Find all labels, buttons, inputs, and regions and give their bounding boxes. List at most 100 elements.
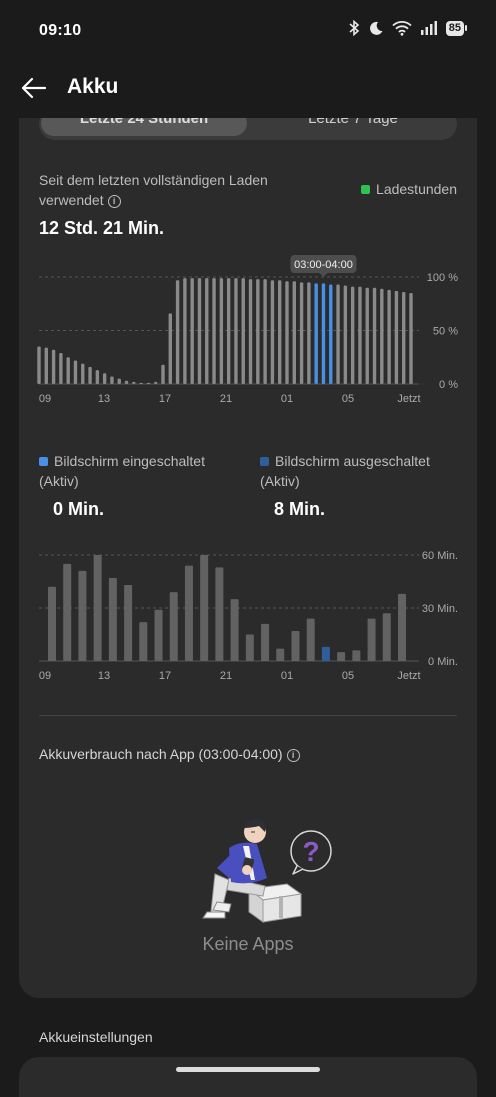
x-tick-label: 05	[342, 670, 354, 682]
screen-time-bar	[169, 592, 178, 661]
battery-bar	[248, 279, 253, 384]
info-icon[interactable]: i	[107, 195, 121, 208]
battery-bar	[146, 382, 151, 384]
battery-bar	[365, 287, 369, 384]
empty-state-illustration: ?	[202, 819, 332, 923]
battery-bar	[132, 381, 136, 384]
screen-time-bar	[306, 618, 315, 661]
battery-level-chart[interactable]: 100 % 50 % 0 % 09 13 17 21 01 05 Jetzt 03:00-04:00	[19, 250, 477, 410]
y-tick-label: 100 %	[427, 272, 458, 284]
home-indicator[interactable]	[176, 1067, 320, 1072]
screen-time-bar	[48, 586, 56, 661]
x-tick-label: 13	[98, 393, 110, 405]
status-time: 09:10	[39, 22, 82, 39]
screen-time-bar	[321, 646, 330, 661]
battery-bar	[278, 280, 282, 384]
battery-bar	[212, 278, 216, 384]
battery-bar	[350, 286, 355, 384]
screen-time-bar	[63, 563, 72, 661]
battery-bar	[51, 349, 56, 384]
battery-bar	[66, 357, 70, 384]
battery-bar	[285, 281, 289, 384]
legend-screen-on-label: Bildschirm eingeschaltet	[39, 451, 249, 471]
x-tick-label: Jetzt	[397, 670, 420, 682]
battery-bar	[205, 278, 209, 384]
y-tick-label: 0 Min.	[428, 656, 458, 668]
screen-time-chart[interactable]: 60 Min. 30 Min. 0 Min. 09 13 17 21 01 05 Jetzt	[19, 546, 477, 686]
divider	[39, 715, 457, 716]
screen-on-value: 0 Min.	[53, 499, 105, 519]
battery-bar	[154, 381, 158, 384]
battery-bar	[110, 376, 114, 384]
battery-bar	[387, 289, 391, 384]
battery-bar	[81, 363, 85, 384]
battery-bar	[219, 278, 224, 384]
battery-settings-card[interactable]	[19, 1057, 477, 1097]
y-tick-label: 30 Min.	[422, 603, 458, 615]
screen-time-bar	[352, 650, 361, 661]
x-tick-label: 09	[39, 670, 51, 682]
battery-bar	[102, 373, 107, 384]
screen-time-bar	[276, 648, 285, 661]
battery-bar	[263, 279, 267, 384]
battery-usage-card: Letzte 24 Stunden Letzte 7 Tage Seit dem…	[19, 118, 477, 998]
x-tick-label: 17	[159, 670, 171, 682]
x-tick-label: Jetzt	[397, 393, 420, 405]
battery-bar	[190, 278, 194, 384]
battery-bar	[336, 284, 340, 384]
legend-screen-on: Bildschirm eingeschaltet (Aktiv)	[39, 451, 249, 491]
battery-bar	[234, 278, 238, 384]
app-usage-title: Akkuverbrauch nach App (03:00-04:00) i	[39, 746, 300, 762]
battery-bar	[168, 313, 172, 384]
bluetooth-icon	[349, 20, 359, 36]
battery-bar	[256, 279, 260, 384]
battery-bar	[241, 278, 245, 384]
screen-time-bar	[139, 622, 148, 661]
battery-bar	[88, 366, 92, 384]
x-tick-label: 17	[159, 393, 171, 405]
battery-bar	[343, 285, 348, 384]
battery-bar	[183, 278, 187, 384]
usage-description-text: Seit dem letzten vollständigen Laden ver…	[39, 172, 268, 208]
page-title: Akku	[67, 75, 119, 98]
screen-time-bar	[93, 555, 102, 661]
battery-bar	[329, 284, 333, 384]
battery-bar	[139, 382, 143, 384]
screen-time-bar	[261, 623, 270, 661]
battery-bar	[402, 291, 406, 384]
legend-screen-on-line1: Bildschirm eingeschaltet	[54, 453, 205, 469]
battery-bar	[299, 282, 304, 384]
screen-time-bar	[398, 593, 406, 661]
wifi-icon	[392, 21, 412, 36]
battery-bar	[95, 370, 100, 384]
tab-last-24-hours[interactable]: Letzte 24 Stunden	[41, 118, 247, 136]
x-tick-label: 21	[220, 670, 232, 682]
battery-bar	[44, 347, 48, 384]
legend-screen-on-line2: (Aktiv)	[39, 473, 79, 489]
x-tick-label: 13	[98, 670, 110, 682]
legend-charging: Ladestunden	[361, 181, 457, 197]
battery-bar	[394, 290, 399, 384]
tab-last-7-days[interactable]: Letzte 7 Tage	[308, 118, 398, 127]
status-icons: 85	[348, 20, 468, 36]
back-arrow-icon[interactable]	[18, 72, 50, 104]
info-icon[interactable]: i	[286, 749, 300, 762]
empty-state-text: Keine Apps	[202, 934, 294, 954]
svg-text:?: ?	[302, 836, 319, 867]
signal-icon	[420, 21, 437, 35]
app-usage-title-text: Akkuverbrauch nach App (03:00-04:00)	[39, 746, 283, 762]
legend-screen-off: Bildschirm ausgeschaltet (Aktiv)	[260, 451, 470, 491]
legend-screen-off-line2: (Aktiv)	[260, 473, 300, 489]
x-tick-label: 21	[220, 393, 232, 405]
screen-time-bar	[215, 567, 224, 661]
screen-time-bar	[124, 585, 133, 661]
screen-time-bar	[367, 618, 376, 661]
battery-bar	[73, 360, 78, 384]
screen-time-bar	[382, 613, 391, 661]
battery-bar	[37, 346, 41, 384]
y-tick-label: 0 %	[439, 379, 458, 391]
screen-off-swatch	[260, 457, 269, 466]
battery-bar	[314, 283, 318, 384]
legend-screen-off-label: Bildschirm ausgeschaltet	[260, 451, 470, 471]
screen-time-bar	[108, 577, 117, 661]
